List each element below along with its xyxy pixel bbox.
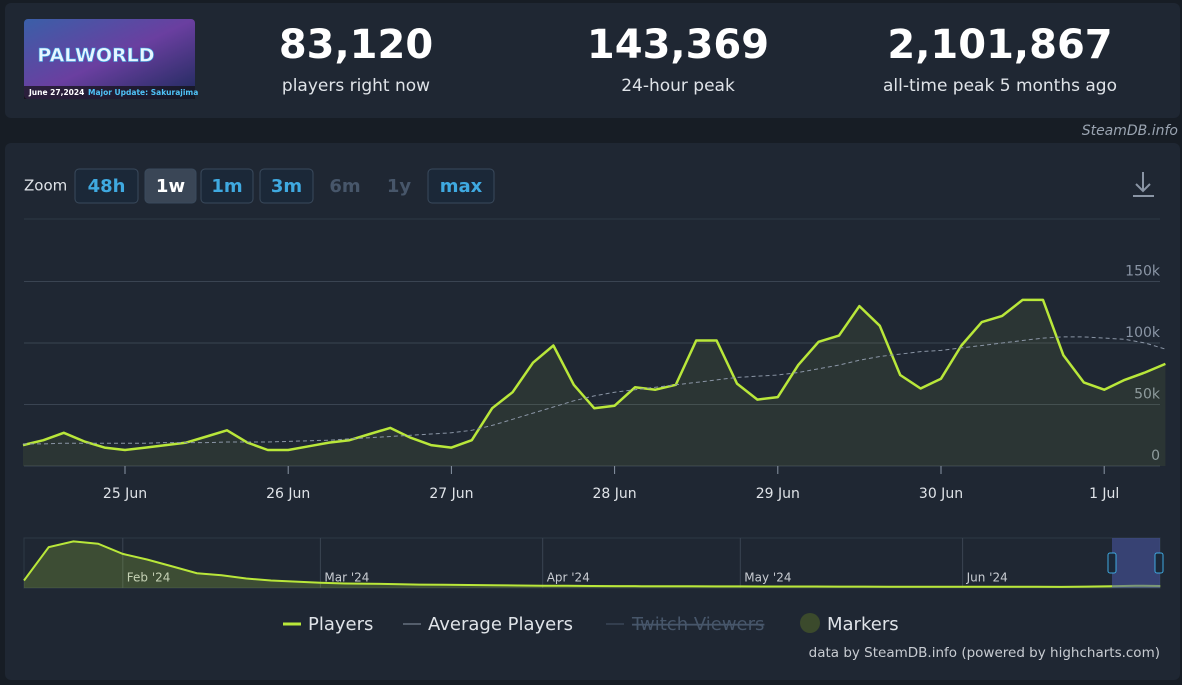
y-tick-label: 0 [1151,448,1160,464]
zoom-button-label: max [440,176,483,197]
zoom-button-bg [144,168,197,204]
y-tick-label: 50k [1134,387,1161,403]
x-tick-label: 25 Jun [103,486,147,502]
zoom-button-bg [259,168,314,204]
x-tick-label: 28 Jun [593,486,637,502]
zoom-button-bg [200,168,254,204]
zoom-label: Zoom [24,177,67,195]
chart-panel [5,143,1180,680]
zoom-button-label: 6m [329,176,360,197]
zoom-button[interactable]: 1w [144,168,197,204]
zoom-button: 1y [387,176,412,197]
zoom-button-bg [427,168,495,204]
header-panel [5,3,1180,118]
navigator-tick-label: Feb '24 [127,571,171,585]
legend-label: Average Players [428,614,573,635]
series-line [22,298,1166,452]
x-tick-label: 26 Jun [266,486,310,502]
x-tick-label: 27 Jun [429,486,473,502]
legend-item[interactable]: Average Players [403,614,573,635]
x-tick-label: 1 Jul [1089,486,1119,502]
logo-caption: Major Update: Sakurajima [88,88,198,97]
zoom-button-label: 48h [88,176,126,197]
zoom-button-label: 3m [271,176,302,197]
y-tick-label: 150k [1125,264,1161,280]
zoom-button[interactable]: 1m [200,168,254,204]
series-line [23,336,1166,445]
logo-title: PALWORLD [37,45,154,67]
navigator-tick-label: May '24 [744,571,791,585]
logo-caption-bg [24,86,195,99]
zoom-button[interactable]: max [427,168,495,204]
series-area [23,299,1166,466]
legend-label: Markers [827,614,899,635]
navigator-selection [1112,538,1160,588]
stat-value: 83,120 [279,22,433,68]
stat-value: 143,369 [587,22,769,68]
download-icon[interactable] [1133,172,1154,197]
zoom-button-bg [74,168,139,204]
watermark: SteamDB.info [1082,123,1178,139]
navigator-tick-label: Jun '24 [966,571,1008,585]
logo-date: June 27,2024 [28,88,84,97]
zoom-button-label: 1y [387,176,412,197]
legend-item[interactable]: Twitch Viewers [606,614,764,635]
legend-label: Twitch Viewers [631,614,764,635]
navigator-area [24,541,1161,588]
navigator-handle[interactable] [1154,552,1164,574]
navigator-tick-label: Apr '24 [547,571,590,585]
game-logo [24,19,195,99]
stat-label: players right now [282,76,430,96]
legend-item[interactable]: Players [283,614,373,635]
y-tick-label: 100k [1125,325,1161,341]
navigator-tick-label: Mar '24 [324,571,369,585]
zoom-button[interactable]: 48h [74,168,139,204]
credits: data by SteamDB.info (powered by highcha… [809,645,1160,661]
navigator-handle[interactable] [1107,552,1117,574]
navigator-line [23,540,1161,588]
stat-label: all-time peak 5 months ago [883,76,1117,96]
legend-symbol [800,613,820,633]
zoom-button: 6m [329,176,360,197]
x-tick-label: 29 Jun [756,486,800,502]
zoom-button-label: 1m [211,176,242,197]
zoom-button[interactable]: 3m [259,168,314,204]
download-arrowhead [1135,183,1151,193]
x-tick-label: 30 Jun [919,486,963,502]
stat-label: 24-hour peak [621,76,735,96]
zoom-button-label: 1w [156,176,185,197]
legend-label: Players [308,614,373,635]
stat-value: 2,101,867 [887,22,1112,68]
legend-item[interactable]: Markers [800,613,899,635]
